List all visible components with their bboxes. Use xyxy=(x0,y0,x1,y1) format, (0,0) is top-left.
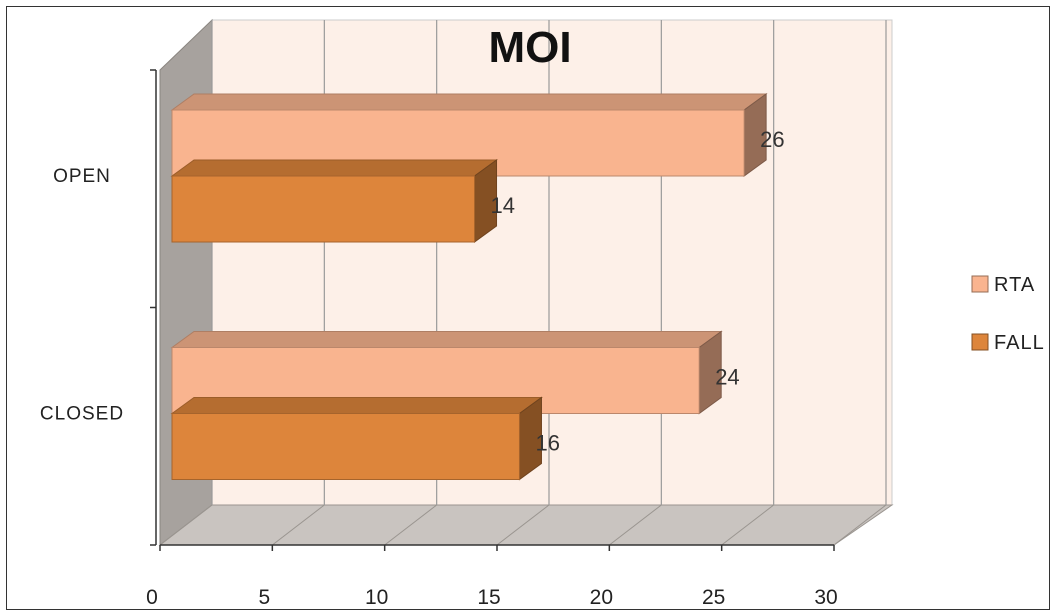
floor-gridline xyxy=(272,504,325,546)
x-tick-label: 25 xyxy=(702,586,725,609)
bar-top-face xyxy=(170,159,499,177)
floor-gridline xyxy=(159,504,213,546)
floor-gridline xyxy=(721,504,774,546)
data-label: 14 xyxy=(491,193,515,218)
legend-swatch xyxy=(971,275,989,293)
category-label: CLOSED xyxy=(40,404,124,425)
legend-swatch xyxy=(971,333,989,351)
bar-top-face xyxy=(170,331,723,348)
bar-top-face xyxy=(170,397,544,414)
data-label: 24 xyxy=(715,365,739,390)
x-tick-label: 0 xyxy=(146,586,158,609)
data-label: 16 xyxy=(535,431,559,456)
legend-label: FALL xyxy=(994,332,1045,354)
legend-label: RTA xyxy=(994,274,1035,296)
bar-front-face xyxy=(171,175,476,243)
bar xyxy=(170,159,499,243)
floor xyxy=(158,504,894,546)
bar xyxy=(170,396,544,481)
x-tick-label: 5 xyxy=(258,586,270,609)
x-tick-label: 15 xyxy=(477,586,500,609)
floor-gridline xyxy=(496,504,550,546)
chart-title: MOI xyxy=(488,23,571,72)
data-label: 26 xyxy=(760,127,784,152)
floor-gridline xyxy=(833,504,887,546)
category-label: OPEN xyxy=(53,166,111,187)
bar-top-face xyxy=(170,93,768,111)
x-tick-label: 10 xyxy=(365,586,388,609)
floor-gridline xyxy=(609,504,662,546)
x-tick-label: 20 xyxy=(590,586,613,609)
x-tick-label: 30 xyxy=(814,586,837,609)
floor-gridline xyxy=(384,504,437,546)
bar-front-face xyxy=(171,413,520,480)
